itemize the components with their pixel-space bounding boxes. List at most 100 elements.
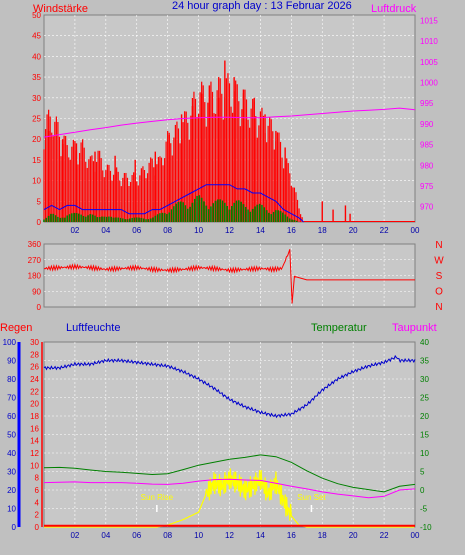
wind-min-bar [131,217,133,222]
wind-min-bar [258,203,261,222]
wind-min-bar [71,213,73,222]
pressure-y-tick: 1005 [420,58,438,67]
direction-compass-label: S [436,271,443,282]
temperature-y-tick: 35 [420,357,429,366]
humidity-line [43,354,416,419]
rain-y-tick: 22 [30,387,39,396]
gust-peak-bar [344,205,347,222]
wind-min-bar [212,203,215,222]
gust-bar [128,185,130,222]
climate-x-tick: 18 [318,531,327,540]
wind-min-bar [145,219,147,222]
wind-min-bar [275,210,277,222]
gust-bar [63,135,65,222]
gust-bar [148,162,150,222]
gust-bar [145,178,147,222]
wind-x-tick: 16 [287,226,296,235]
gust-bar [258,125,260,222]
gust-bar [193,91,195,222]
wind-min-bar [68,214,71,222]
gust-bar [250,108,252,222]
gust-bar [252,98,254,222]
gust-bar [157,157,159,222]
gust-bar [85,161,87,222]
wind-y-tick: 10 [32,177,41,186]
gust-bar [278,132,280,222]
gust-peak-bar [253,97,255,222]
gust-bar [270,119,272,222]
wind-min-bar [173,206,175,222]
wind-min-bar [168,212,171,222]
wind-y-tick: 30 [32,94,41,103]
wind-min-bar [224,202,226,222]
climate-x-tick: 04 [101,531,110,540]
temperature-y-tick: -10 [420,523,432,532]
gust-peak-bar [284,147,286,222]
gust-peak-bar [208,85,211,222]
gust-bar [170,143,172,222]
pressure-label: Luftdruck [371,3,417,15]
gust-bar [54,121,56,222]
wind-min-bar [270,214,273,222]
gust-bar [289,173,291,222]
wind-min-bar [50,213,52,222]
wind-x-tick: 00 [411,226,420,235]
gust-bar [210,81,212,222]
wind-min-bar [191,202,194,222]
rain-y-tick: 14 [30,437,39,446]
gust-bar [174,124,176,222]
gust-bar [227,73,229,222]
gust-bar [298,208,300,222]
wind-min-bar [91,214,94,222]
wind-min-bar [147,219,150,222]
gust-bar [139,175,141,222]
gust-bar [82,139,84,222]
sunset-label: Sun Set [297,493,326,502]
gust-bar [117,171,119,222]
gust-bar [143,170,146,222]
gust-bar [60,156,62,222]
gust-bar [211,91,214,222]
gust-bar [150,157,152,222]
wind-min-bar [152,217,154,222]
rain-y-tick: 0 [35,523,40,532]
wind-min-bar [156,214,159,222]
gust-peak-bar [321,201,323,222]
gust-bar [245,99,248,222]
gust-bar [179,143,181,222]
wind-min-bar [184,205,187,222]
dewpoint-line [43,478,416,499]
gust-bar [137,185,139,222]
gust-bar [287,163,289,222]
wind-min-bar [45,217,48,222]
gust-bar [247,119,249,222]
rain-y-tick: 20 [30,400,39,409]
gust-peak-bar [75,143,78,222]
wind-min-bar [277,210,279,222]
gust-bar [89,156,91,222]
gust-bar [286,158,288,222]
gust-bar [125,172,127,222]
wind-min-bar [89,214,92,222]
gust-bar [165,141,167,222]
humidity-y-tick: 90 [7,357,16,366]
direction-y-tick: 0 [37,303,42,312]
wind-min-bar [96,217,99,222]
gust-bar [116,167,118,222]
wind-min-bar [268,212,270,222]
gust-bar [57,122,59,222]
gust-bar [133,172,135,222]
wind-min-bar [219,199,222,222]
wind-min-bar [117,217,119,222]
humidity-y-tick: 60 [7,412,16,421]
gust-peak-bar [180,114,183,222]
wind-min-bar [57,216,59,222]
gust-bar [256,137,258,222]
gust-peak-bar [191,106,194,222]
gust-peak-bar [275,130,277,222]
wind-min-bar [210,206,212,222]
gust-bar [95,161,98,222]
wind-min-bar [122,218,124,222]
wind-min-bar [265,210,268,222]
wind-x-tick: 02 [70,226,79,235]
